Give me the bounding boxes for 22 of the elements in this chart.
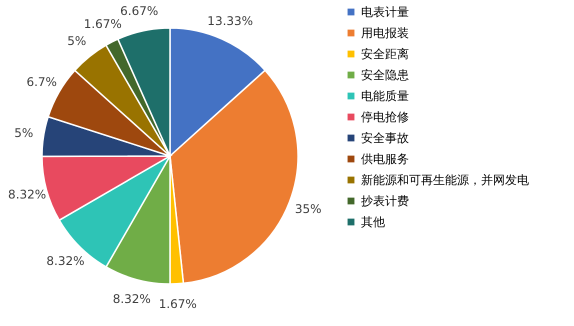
data-label: 8.32% — [46, 254, 85, 268]
legend-label: 电表计量 — [361, 5, 409, 19]
data-label: 6.7% — [26, 75, 57, 90]
legend-label: 停电抢修 — [361, 110, 409, 124]
legend-label: 新能源和可再生能源，并网发电 — [361, 173, 529, 187]
data-label: 35% — [294, 202, 322, 216]
data-label: 13.33% — [207, 14, 254, 28]
data-label: 8.32% — [8, 188, 46, 202]
data-label: 5% — [67, 34, 86, 48]
data-label: 6.67% — [120, 4, 158, 18]
legend-label: 抄表计费 — [361, 194, 409, 208]
data-label: 1.67% — [84, 17, 122, 32]
data-label: 5% — [14, 126, 34, 140]
legend-label: 其他 — [361, 215, 385, 229]
legend-label: 安全距离 — [361, 47, 409, 61]
legend-label: 安全事故 — [361, 131, 409, 145]
data-label: 8.32% — [112, 292, 151, 306]
legend-label: 电能质量 — [361, 89, 409, 103]
legend-label: 用电报装 — [361, 26, 409, 40]
legend-label: 供电服务 — [361, 152, 409, 166]
legend-label: 安全隐患 — [361, 68, 409, 82]
data-label: 1.67% — [158, 296, 197, 311]
